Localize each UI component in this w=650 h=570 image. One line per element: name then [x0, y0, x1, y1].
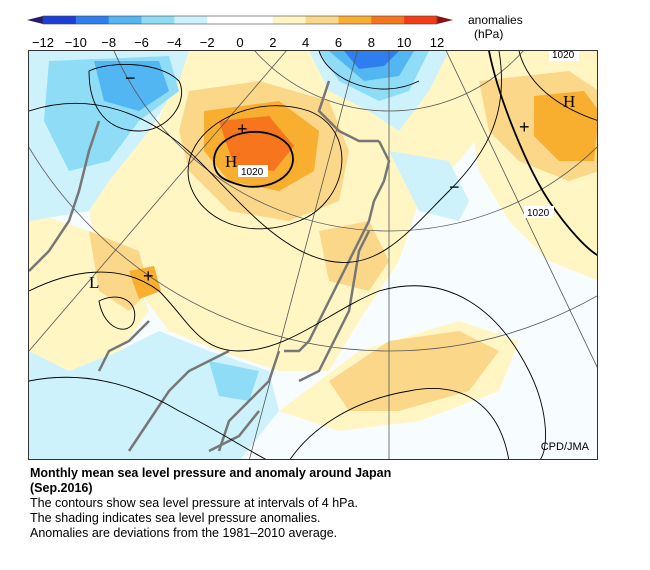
- positive-anomaly-region: [219, 116, 294, 171]
- legend-tick-label: 8: [368, 35, 375, 50]
- isobar-label: 1020: [527, 208, 550, 219]
- legend-colorbar: −12 −10 −8 −6 −4 −2 0 2 4 6 8 10 12: [27, 15, 453, 50]
- legend-title-line2: (hPa): [474, 27, 504, 41]
- legend-color-cell: [240, 16, 274, 24]
- legend-tick-label: 2: [269, 35, 276, 50]
- plus-anomaly-mark: +: [143, 266, 154, 286]
- legend-tick-label: −8: [101, 35, 116, 50]
- minus-anomaly-mark: −: [125, 68, 136, 88]
- legend-tick-label: −10: [65, 35, 87, 50]
- sea-level-pressure-map: H H L + + + − − 1020 1020 1020 CPD/JMA: [28, 50, 598, 460]
- legend-color-cell: [272, 16, 307, 24]
- isobar-label-group: 1020 1020 1020: [238, 51, 579, 219]
- legend-color-cell: [338, 16, 372, 24]
- positive-anomaly-region: [89, 231, 149, 311]
- isobar-label: 1020: [552, 51, 575, 61]
- caption-line: Anomalies are deviations from the 1981–2…: [30, 526, 338, 540]
- legend-color-cell: [404, 16, 438, 24]
- legend-color-cell: [305, 16, 339, 24]
- legend-tick-label: 6: [335, 35, 342, 50]
- anomaly-shading: [29, 51, 597, 459]
- low-pressure-label: L: [89, 273, 99, 292]
- negative-anomaly-region: [389, 151, 469, 221]
- legend-title: anomalies (hPa): [468, 13, 523, 41]
- anomaly-legend: −12 −10 −8 −6 −4 −2 0 2 4 6 8 10 12 anomalies (hPa): [0, 0, 650, 52]
- legend-tick-label: 4: [302, 35, 309, 50]
- legend-title-line1: anomalies: [468, 13, 523, 27]
- legend-color-cell: [371, 16, 405, 24]
- legend-tick-label: −2: [200, 35, 215, 50]
- legend-color-cell: [207, 16, 241, 24]
- high-pressure-label: H: [225, 152, 237, 171]
- positive-anomaly-region: [29, 211, 149, 371]
- figure-caption: Monthly mean sea level pressure and anom…: [30, 466, 630, 541]
- caption-line: The shading indicates sea level pressure…: [30, 511, 321, 525]
- legend-arrow-low: [27, 16, 43, 24]
- coastline: [29, 80, 391, 453]
- positive-anomaly-region: [329, 331, 499, 411]
- negative-anomaly-region: [209, 361, 259, 401]
- legend-tick-label: 10: [397, 35, 411, 50]
- legend-tick-label: −4: [167, 35, 182, 50]
- legend-border: [42, 15, 438, 25]
- caption-title: Monthly mean sea level pressure and anom…: [30, 466, 392, 480]
- legend-tick-label: −6: [134, 35, 149, 50]
- legend-color-cell: [43, 16, 77, 24]
- pressure-labels: H H L + + + − − 1020 1020 1020: [89, 51, 579, 292]
- isobars: [29, 51, 597, 459]
- negative-anomaly-region: [344, 51, 399, 69]
- legend-color-cell: [141, 16, 175, 24]
- legend-arrow-high: [437, 16, 453, 24]
- caption-line: The contours show sea level pressure at …: [30, 496, 358, 510]
- high-pressure-label: H: [563, 92, 575, 111]
- positive-anomaly-region: [319, 221, 389, 291]
- plus-anomaly-mark: +: [519, 117, 530, 137]
- caption-subtitle: (Sep.2016): [30, 481, 93, 495]
- legend-tick-label: −12: [32, 35, 54, 50]
- legend-tick-label: 12: [430, 35, 444, 50]
- legend-color-cell: [108, 16, 142, 24]
- legend-color-cell: [174, 16, 208, 24]
- isobar-label: 1020: [241, 167, 264, 178]
- legend-color-cell: [75, 16, 110, 24]
- minus-anomaly-mark: −: [449, 177, 460, 197]
- positive-anomaly-region: [534, 91, 597, 161]
- map-credit: CPD/JMA: [540, 441, 589, 453]
- legend-tick-label: 0: [236, 35, 243, 50]
- negative-anomaly-region: [94, 61, 169, 111]
- map-canvas: H H L + + + − − 1020 1020 1020: [29, 51, 597, 459]
- plus-anomaly-mark: +: [237, 119, 248, 139]
